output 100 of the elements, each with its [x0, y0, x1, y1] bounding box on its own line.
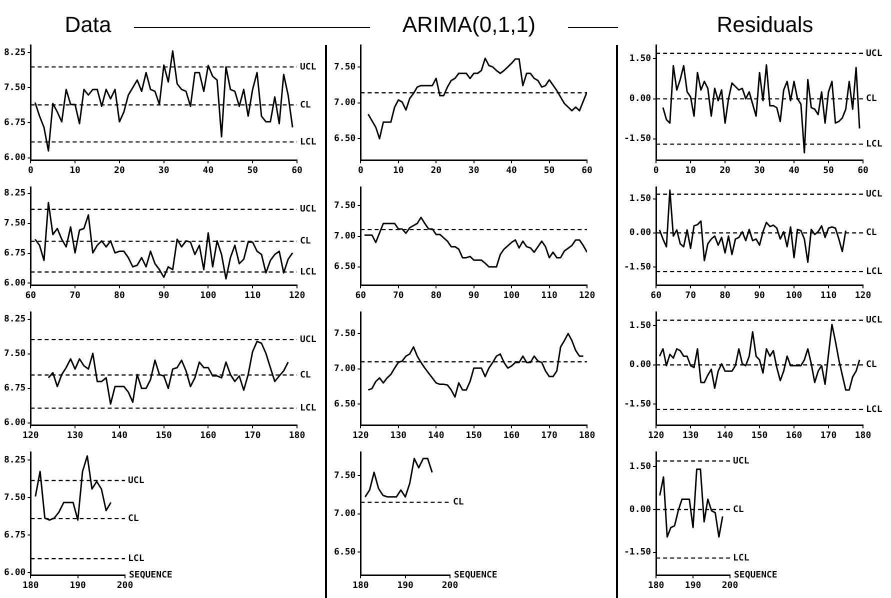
x-tick-label: 30 — [754, 166, 765, 176]
x-axis-title: SEQUENCE — [129, 570, 172, 581]
x-tick-label: 110 — [541, 290, 558, 301]
x-tick-label: 160 — [503, 430, 520, 441]
x-tick-label: 80 — [114, 290, 125, 301]
ref-line-label: UCL — [866, 190, 883, 200]
y-tick-label: 6.00 — [4, 153, 26, 164]
x-tick-label: 170 — [244, 430, 261, 441]
x-tick-label: 80 — [430, 290, 442, 301]
y-tick-label: 6.75 — [4, 118, 26, 128]
ref-line-label: LCL — [300, 404, 317, 414]
x-tick-label: 100 — [503, 290, 520, 301]
x-tick-label: 190 — [70, 580, 86, 591]
y-tick-label: 6.75 — [4, 530, 26, 540]
chart-title: Residuals — [716, 12, 814, 38]
y-tick-label: 1.50 — [629, 194, 652, 204]
x-tick-label: 40 — [788, 166, 800, 176]
x-tick-label: 160 — [786, 430, 802, 441]
x-tick-label: 0 — [28, 166, 34, 176]
ref-line-label: CL — [300, 100, 312, 110]
ref-line-label: UCL — [866, 316, 883, 326]
x-tick-label: 190 — [684, 580, 702, 591]
y-tick-label: -1.50 — [624, 400, 652, 410]
x-tick-label: 200 — [116, 580, 134, 591]
y-tick-label: 8.25 — [4, 455, 26, 466]
x-tick-label: 110 — [820, 290, 837, 301]
y-tick-label: 6.75 — [4, 384, 26, 394]
y-tick-label: -1.50 — [624, 262, 652, 272]
x-tick-label: 130 — [66, 430, 84, 441]
ref-line-label: LCL — [866, 140, 883, 150]
x-tick-label: 30 — [158, 166, 170, 176]
y-tick-label: 7.50 — [334, 201, 356, 212]
x-tick-label: 60 — [582, 166, 592, 176]
x-tick-label: 0 — [653, 166, 659, 176]
y-tick-label: -1.50 — [624, 548, 652, 558]
y-tick-label: 7.50 — [334, 328, 356, 339]
x-tick-label: 20 — [720, 166, 730, 176]
x-tick-label: 140 — [428, 430, 444, 441]
x-tick-label: 50 — [247, 166, 258, 176]
y-tick-label: 6.00 — [4, 278, 26, 289]
y-tick-label: 6.75 — [4, 248, 26, 259]
x-tick-label: 60 — [292, 166, 302, 176]
y-tick-label: 7.00 — [334, 98, 356, 108]
y-tick-label: 7.50 — [4, 82, 26, 93]
ref-line-label: LCL — [128, 554, 145, 564]
x-tick-label: 30 — [468, 166, 480, 176]
chart-title: Data — [64, 12, 112, 38]
ref-line-label: CL — [866, 360, 878, 370]
x-tick-label: 200 — [722, 580, 738, 591]
ref-line-label: CL — [733, 504, 744, 515]
x-tick-label: 180 — [352, 580, 369, 591]
ref-line-label: CL — [300, 236, 312, 247]
ref-line-label: CL — [866, 228, 878, 238]
x-tick-label: 40 — [202, 166, 214, 176]
x-tick-label: 120 — [288, 290, 306, 301]
x-tick-label: 80 — [720, 290, 730, 301]
ref-line-label: CL — [300, 370, 312, 380]
x-tick-label: 10 — [392, 166, 404, 176]
x-tick-label: 90 — [158, 290, 170, 301]
y-tick-label: 0.00 — [629, 228, 652, 238]
x-tick-label: 0 — [358, 166, 364, 176]
x-axis-title: SEQUENCE — [454, 570, 498, 581]
ref-line-label: LCL — [866, 404, 883, 415]
y-tick-label: -1.50 — [624, 134, 652, 144]
ref-line-label: UCL — [866, 48, 883, 59]
chart-title: ARIMA(0,1,1) — [402, 12, 536, 38]
x-tick-label: 190 — [397, 580, 414, 591]
y-tick-label: 7.00 — [334, 509, 356, 520]
x-tick-label: 160 — [200, 430, 216, 441]
x-tick-label: 140 — [716, 430, 734, 441]
x-tick-label: 100 — [786, 290, 802, 301]
x-tick-label: 180 — [22, 580, 39, 591]
x-tick-label: 130 — [682, 430, 699, 441]
x-tick-label: 20 — [430, 166, 442, 176]
x-tick-label: 60 — [650, 290, 662, 301]
y-tick-label: 0.00 — [629, 94, 652, 104]
x-tick-label: 170 — [541, 430, 558, 441]
x-tick-label: 150 — [751, 430, 768, 441]
ref-line-label: CL — [866, 94, 878, 104]
x-tick-label: 150 — [466, 430, 482, 441]
x-tick-label: 20 — [114, 166, 125, 176]
ref-line-label: CL — [128, 514, 140, 524]
x-tick-label: 170 — [820, 430, 837, 441]
x-tick-label: 60 — [858, 166, 868, 176]
y-tick-label: 6.00 — [4, 418, 26, 428]
y-tick-label: 6.00 — [4, 568, 26, 578]
y-tick-label: 0.00 — [629, 504, 652, 515]
y-tick-label: 8.25 — [4, 314, 26, 325]
y-tick-label: 7.00 — [334, 232, 356, 242]
x-tick-label: 180 — [288, 430, 306, 441]
x-tick-label: 180 — [854, 430, 872, 441]
x-tick-label: 70 — [685, 290, 696, 301]
y-tick-label: 1.50 — [629, 462, 652, 472]
ref-line-label: UCL — [300, 204, 317, 215]
x-tick-label: 110 — [244, 290, 261, 301]
x-tick-label: 10 — [70, 166, 80, 176]
x-tick-label: 180 — [578, 430, 596, 441]
x-tick-label: 90 — [468, 290, 480, 301]
y-tick-label: 7.00 — [334, 364, 356, 374]
x-tick-label: 150 — [156, 430, 172, 441]
